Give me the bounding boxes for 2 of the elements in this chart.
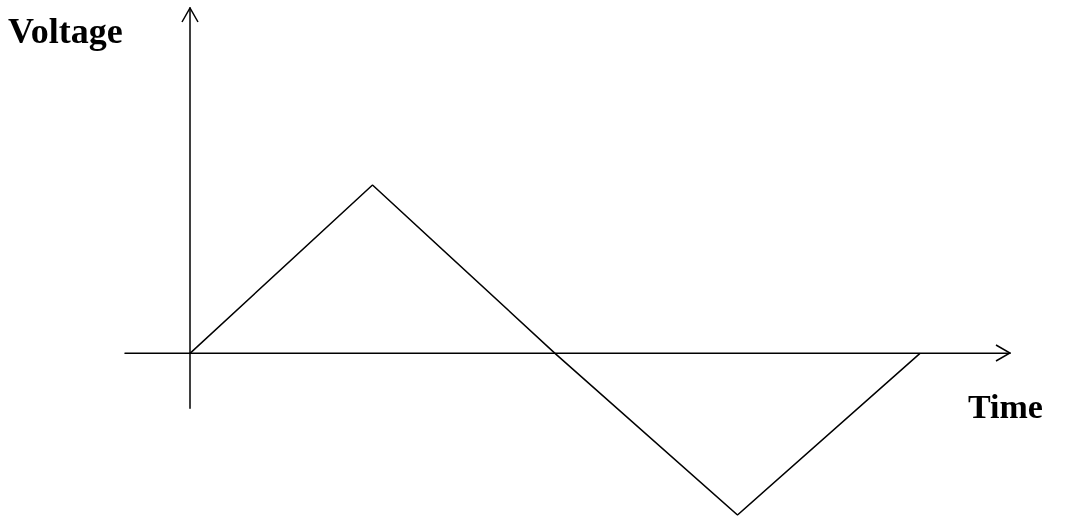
x-axis-title: Time bbox=[968, 388, 1043, 426]
y-axis-title: Voltage bbox=[8, 10, 123, 52]
